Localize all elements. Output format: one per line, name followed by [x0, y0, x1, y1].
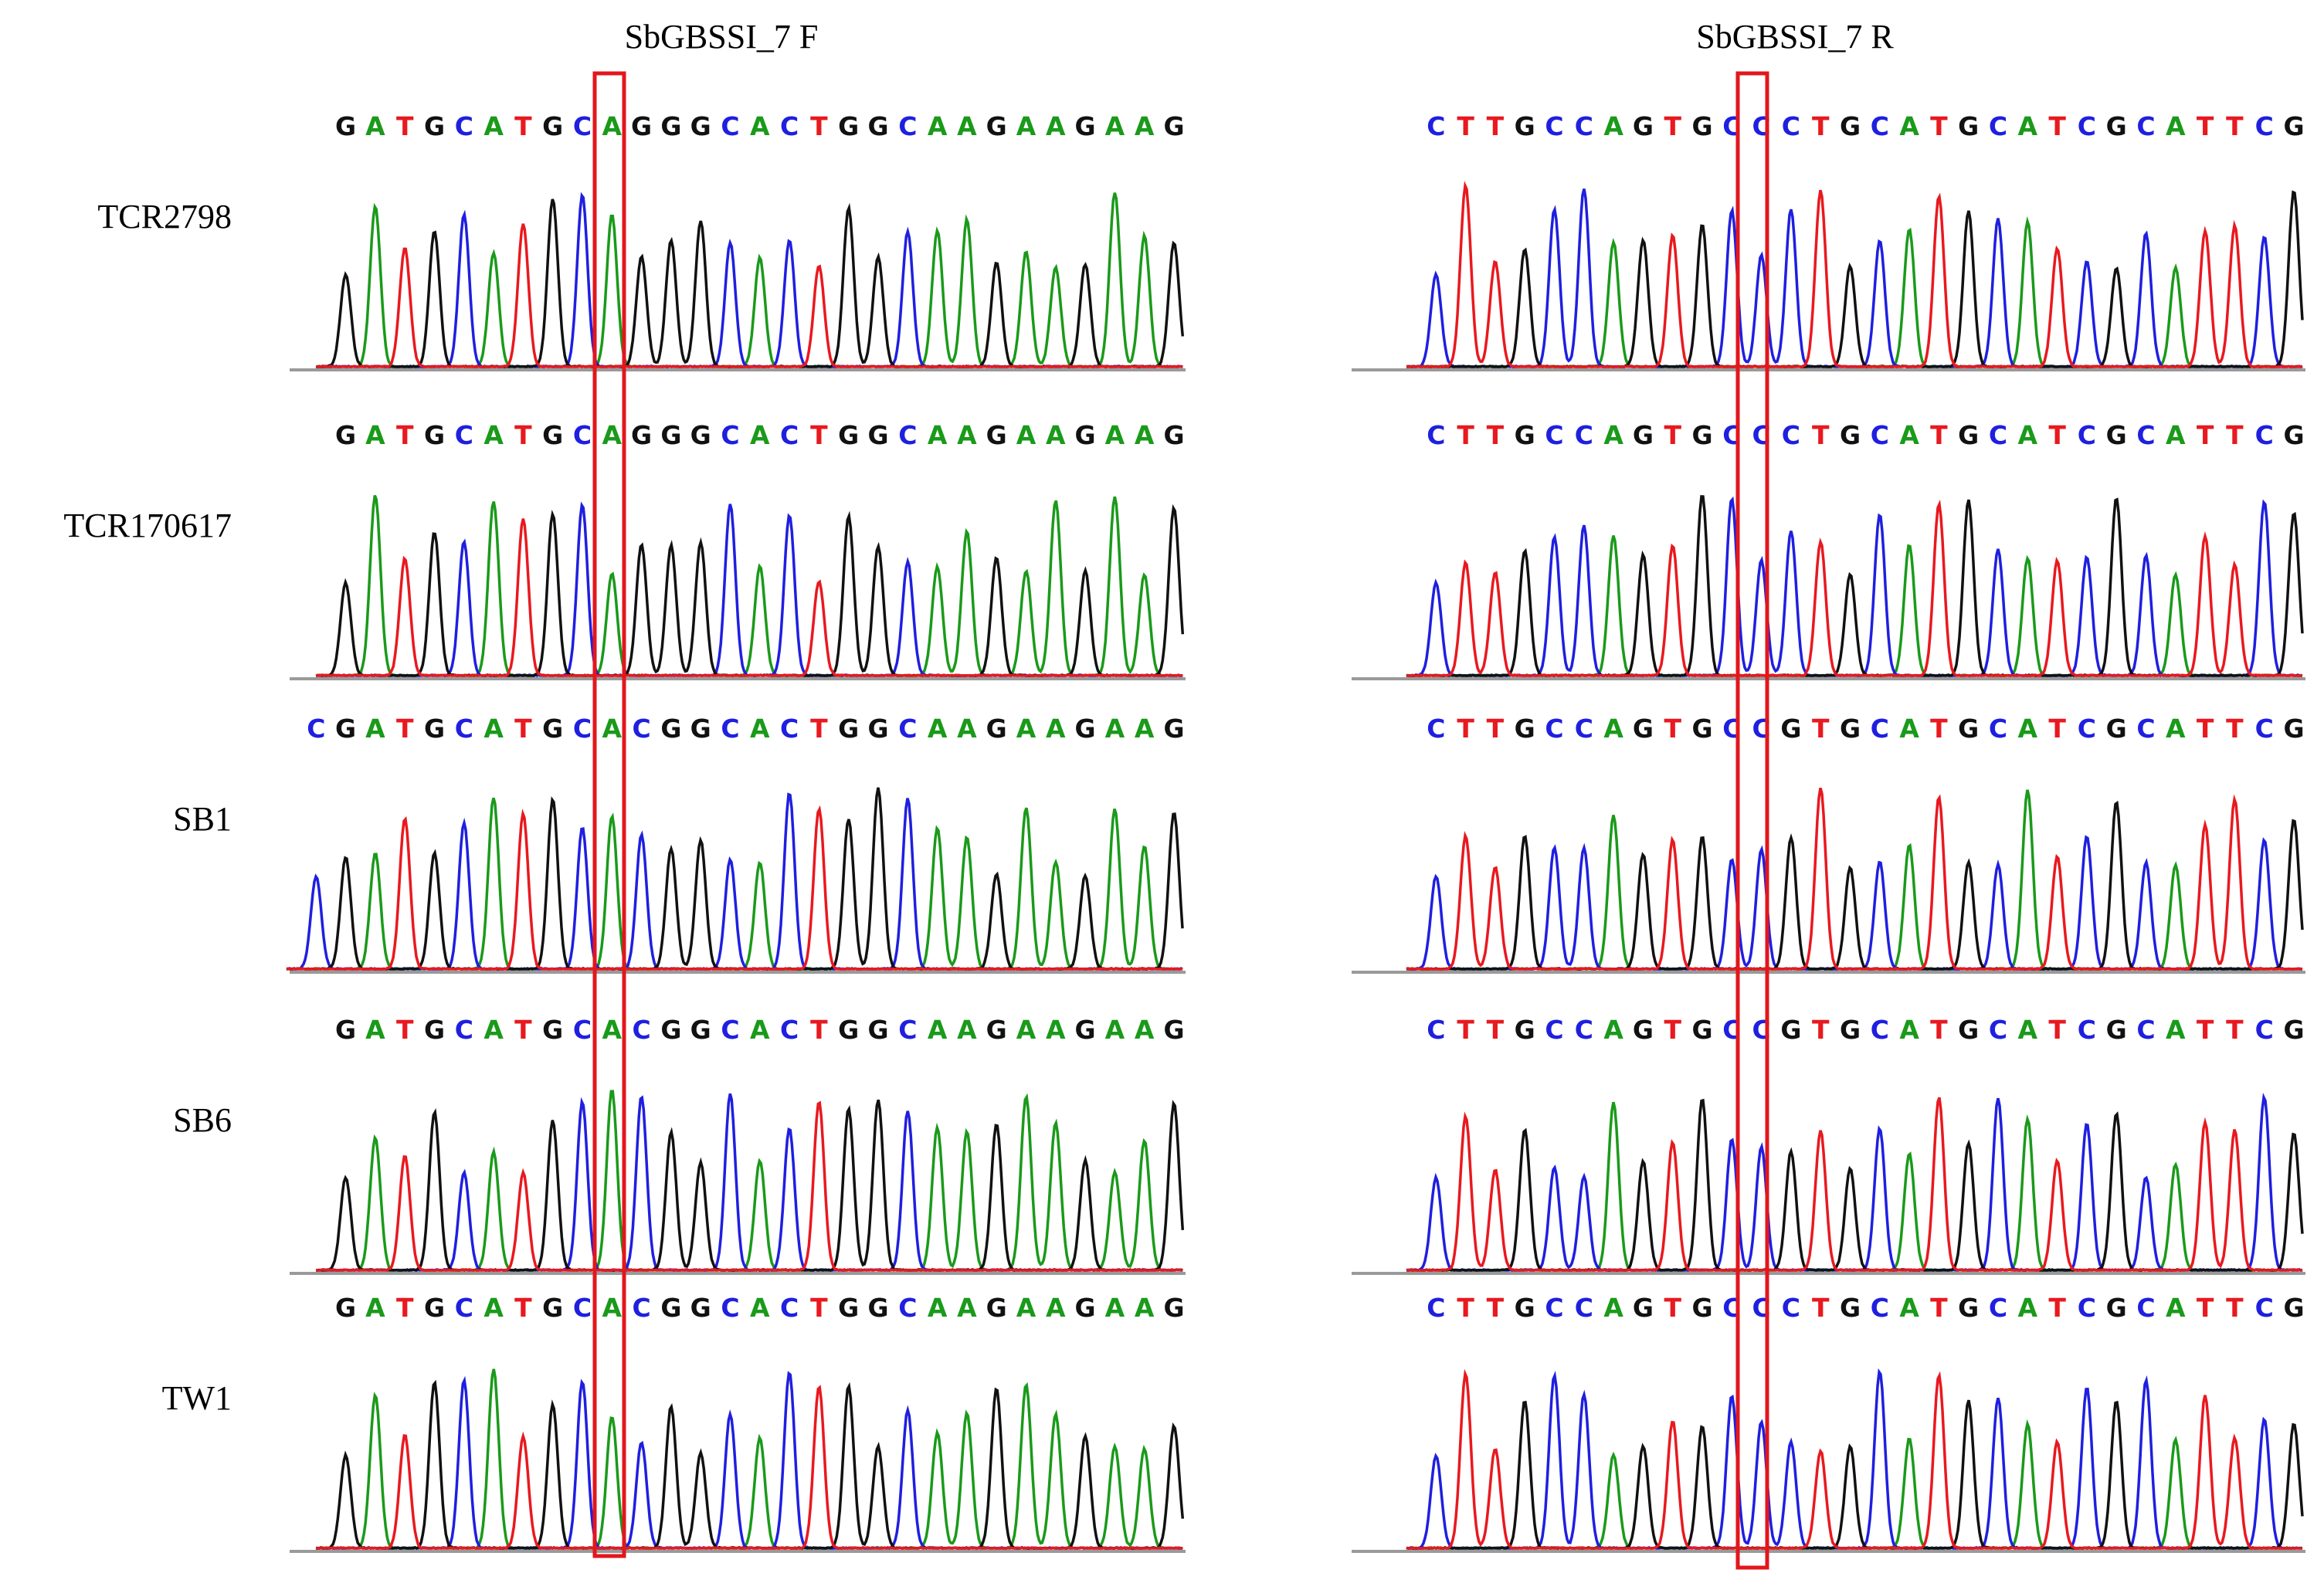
trace-t	[1406, 499, 2302, 677]
trace-a	[316, 1090, 1184, 1272]
sample-label: TCR2798	[97, 198, 232, 236]
sample-rows: TCR2798 G A T G C A T G C A G G G C A C T G G C A A G A A G A A G C T T G…	[63, 111, 2305, 1553]
trace-c	[316, 1093, 1183, 1272]
snp-highlight-boxes	[592, 71, 1769, 1570]
trace-t	[1406, 1097, 2302, 1273]
trace-t	[315, 223, 1183, 369]
sample-row: SB1 C G A T G C A T G C A C G G C A C T G G C A A G A A G A A G C T T G C C A…	[173, 714, 2305, 974]
trace-t	[1406, 787, 2303, 971]
forward-snp-box	[592, 71, 626, 1558]
sample-label: SB6	[173, 1101, 232, 1139]
sample-label: SB1	[173, 800, 232, 838]
trace-t	[315, 518, 1183, 677]
trace-t	[315, 1385, 1183, 1551]
trace-c	[315, 1371, 1183, 1551]
sample-row: SB6 G A T G C A T G C A C G G C A C T G G C A A G A A G A A G C T T G C C A G…	[173, 1015, 2305, 1275]
sample-label: TW1	[162, 1379, 232, 1417]
sample-label: TCR170617	[63, 507, 232, 544]
forward-column-title: SbGBSSI_7 F	[625, 18, 819, 56]
trace-g	[316, 1099, 1185, 1273]
trace-a	[315, 494, 1183, 677]
trace-t	[1406, 1368, 2302, 1551]
reverse-column-title: SbGBSSI_7 R	[1696, 18, 1894, 56]
sample-row: TCR2798 G A T G C A T G C A G G G C A C T G G C A A G A A G A A G C T T G…	[97, 111, 2305, 371]
trace-a	[316, 192, 1183, 368]
trace-a	[1406, 789, 2302, 971]
trace-g	[1406, 1399, 2304, 1551]
trace-g	[316, 1379, 1185, 1551]
reverse-snp-box	[1735, 71, 1769, 1570]
trace-t	[316, 1100, 1183, 1272]
trace-t	[286, 805, 1183, 971]
sample-row: TW1 G A T G C A T G C A C G G C A C T G G C A A G A A G A A G C T T G C C A G…	[162, 1293, 2305, 1553]
sample-row: TCR170617 G A T G C A T G C A G G G C A C T G G C A A G A A G A A G C T…	[63, 420, 2305, 680]
trace-a	[316, 1368, 1183, 1550]
trace-t	[1406, 181, 2302, 368]
